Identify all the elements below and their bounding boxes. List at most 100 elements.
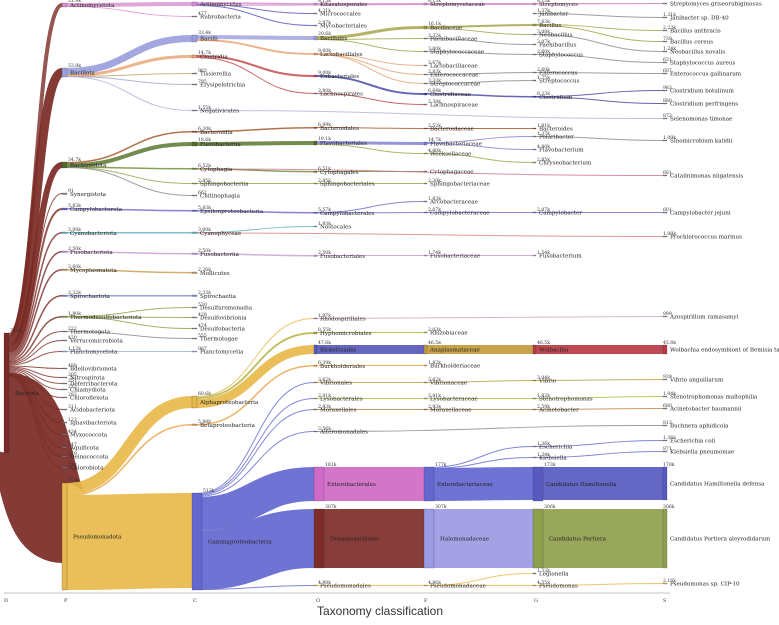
flow-link-thermotogota-to-thermotogae [66, 331, 193, 339]
value-s_ecoli: 1.36k [663, 435, 676, 441]
value-g_clostridium: 6.23k [537, 91, 550, 97]
label-s_azospirillum: Azospirillum ramasamyi [669, 315, 739, 321]
value-deinococcota: 179 [68, 451, 77, 457]
node-bacteroidaceae [423, 127, 428, 130]
node-s_enterococcus [662, 72, 668, 75]
label-staphylococcaceae: Staphylococcaceae [430, 50, 485, 56]
flow-link-g_bacillus-to-s_cereus [535, 25, 664, 42]
node-lysobacteraceae [423, 397, 428, 400]
label-deinococcota: Deinococcota [70, 455, 109, 461]
node-cytophagaceae [423, 170, 428, 173]
label-gammaproteobacteria: Gammaproteobacteria [208, 540, 272, 546]
flow-link-campylobacterales-to-campylobacteraceae [316, 212, 425, 214]
rank-axis: D P C O F G S [4, 598, 667, 604]
flow-link-bacteroidia-to-bacteroidales [196, 127, 315, 133]
label-s_botulinum: Clostridium botulinum [670, 89, 735, 95]
node-cyanobacteriota [61, 231, 68, 234]
rank-tick-g: G [534, 598, 538, 604]
value-flavobacteriaceae: 14.7k [428, 137, 441, 143]
value-staphylococcaceae: 3.00k [428, 46, 441, 52]
label-mollicutes: Mollicutes [200, 271, 230, 277]
node-thermodesulfobacteriota [61, 315, 68, 318]
node-planctomycetota [61, 350, 68, 353]
label-flavobacteriaceae: Flavobacteriaceae [430, 142, 483, 148]
node-actinomycetota [61, 2, 68, 8]
flow-link-gammaproteobacteria-to-lysobacterales [196, 398, 315, 495]
label-spirochaetota: Spirochaetota [70, 294, 110, 300]
label-g_chryseobacterium: Chryseobacterium [539, 161, 592, 167]
label-g_streptomyces: Streptomyces [539, 2, 578, 8]
node-g_fusobacterium [532, 254, 537, 257]
flow-link-bacteria-to-campylobacterota [8, 208, 63, 355]
node-bacteria [3, 332, 10, 454]
rank-nodes [3, 1, 668, 591]
label-cyanophyceae: Cyanophyceae [200, 231, 242, 237]
label-g_janibacter: Janibacter [538, 12, 569, 18]
node-streptococcaceae [423, 82, 428, 85]
value-pseudomonadales: 4.90k [318, 580, 331, 586]
flow-link-alphaproteobacteria-to-hyphomicrobiales [196, 332, 315, 399]
value-planctomycetia: 987 [198, 346, 207, 352]
label-g_polaribacter: Polaribacter [539, 135, 574, 141]
node-spirochaetia [191, 294, 198, 297]
label-s_klebsiella: Klebsiella pneumoniae [670, 450, 735, 456]
node-s_hamiltonella [662, 466, 668, 501]
value-eubacteriales: 9.00k [318, 70, 331, 76]
node-micrococcales [313, 12, 318, 15]
value-fusobacteriia: 2.50k [198, 248, 211, 254]
value-s_pseudomonas: 2.16k [663, 578, 676, 584]
value-arcobacteraceae: 1.83k [428, 196, 441, 202]
flow-link-lactobacillales-to-lactobacillaceae [316, 53, 425, 66]
label-s_staph: Staphylococcus aureus [670, 61, 735, 67]
value-verrucomicrobiota: 420 [68, 335, 77, 341]
label-bacteroidia: Bacteroidia [200, 130, 233, 136]
node-s_acinetobacter [662, 407, 668, 410]
label-hyphomicrobiales: Hyphomicrobiales [320, 331, 372, 337]
label-campylobacterales: Campylobacterales [320, 211, 375, 217]
label-halomonadaceae: Halomonadaceae [440, 537, 490, 543]
value-g_stenotrophomonas: 1.82k [537, 393, 550, 399]
value-bacillaceae: 16.1k [428, 21, 441, 27]
value-lactobacillales: 9.60k [318, 48, 331, 54]
label-verrucomicrobiota: Verrucomicrobiota [69, 339, 124, 345]
label-mycobacteriales: Mycobacteriales [320, 24, 367, 30]
label-pseudomonadales: Pseudomonadales [320, 584, 371, 590]
label-flavobacteriales: Flavobacteriales [320, 141, 367, 147]
flow-link-cytophagia-to-s_catalinimonas [196, 168, 664, 176]
flow-link-clostridia-to-lachnospirales [196, 57, 315, 94]
node-s_pseudomonas [662, 582, 668, 585]
node-actinomycetes [191, 1, 198, 7]
label-rickettsiales: Rickettsiales [320, 348, 356, 354]
label-lysobacteraceae: Lysobacteraceae [430, 397, 478, 403]
node-desulfovibrionia [191, 316, 198, 319]
node-lactobacillales [313, 52, 318, 56]
label-s_streptomyces: Streptomyces griseorubiginosus [670, 2, 762, 8]
label-fusobacteriia: Fusobacteriia [200, 252, 240, 258]
value-enterococcaceae: 2.83k [428, 69, 441, 75]
value-s_perfringens: 880 [663, 98, 672, 104]
value-alteromonadales: 3.56k [318, 426, 331, 432]
flow-link-thermodesulfobacteriota-to-desulfobacteria [66, 316, 193, 329]
node-s_wolbachia [662, 344, 668, 355]
value-moraxellaceae: 2.93k [428, 404, 441, 410]
label-lachnospiraceae: Lachnospiraceae [430, 103, 479, 109]
value-s_stenotrophomonas: 1.04k [663, 391, 676, 397]
node-g_flavobacterium [532, 148, 537, 151]
node-bacillales [313, 35, 318, 41]
node-s_selenomonas [662, 117, 668, 120]
value-synergistota: 91 [68, 188, 74, 194]
label-bacillales: Bacillales [320, 36, 347, 42]
node-g_escherichia [532, 445, 537, 448]
flow-link-alphaproteobacteria-to-rickettsiales [196, 345, 315, 408]
label-g_streptococcus: Streptococcus [539, 79, 580, 85]
value-rhizobiaceae: 2.03k [428, 327, 441, 333]
flow-link-bacteria-to-bacillota [6, 68, 65, 346]
value-s_janibacter: 1.31k [663, 12, 676, 18]
flow-link-g_acinetobacter-to-s_acinetobacter [535, 408, 664, 410]
node-sphingobacteriia [191, 182, 198, 185]
label-streptomycetaceae: Streptomycetaceae [430, 2, 486, 8]
node-s_streptomyces [662, 2, 668, 5]
flow-link-g_clostridium-to-s_perfringens [535, 96, 664, 104]
value-acidobacteriota: 311 [68, 404, 77, 410]
flow-link-flavobacteriales-to-flavobacteriaceae [316, 141, 425, 145]
